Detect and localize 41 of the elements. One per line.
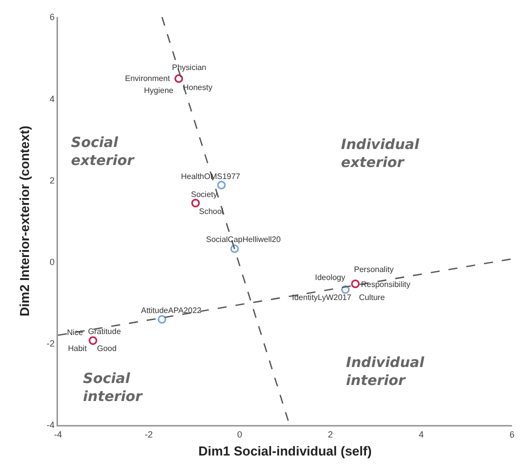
y-axis-title: Dim2 Interior-exterior (context) — [16, 126, 32, 316]
point — [217, 180, 226, 190]
annotation: School — [199, 207, 224, 216]
point — [174, 74, 184, 83]
annotation: Personality — [354, 265, 394, 274]
annotation: Physician — [172, 63, 206, 72]
point — [341, 285, 350, 294]
x-tick-label: 0 — [237, 429, 242, 440]
x-tick-label: 2 — [328, 429, 333, 440]
y-tick-label: 2 — [50, 175, 55, 186]
annotation: Culture — [359, 293, 386, 302]
annotation: Environment — [125, 74, 171, 83]
y-tick-label: 6 — [50, 12, 55, 22]
annotation: SocialCapHelliwell20 — [206, 235, 282, 244]
annotation: Hygiene — [144, 86, 174, 95]
annotation: Individual interior — [346, 355, 424, 390]
annotation: Social exterior — [71, 135, 136, 170]
y-tick-label: -2 — [46, 338, 55, 349]
y-tick-label: -4 — [46, 420, 55, 430]
x-axis-title: Dim1 Social-individual (self) — [198, 444, 372, 459]
point — [88, 336, 98, 345]
point — [351, 280, 360, 288]
x-tick-label: 6 — [509, 429, 515, 440]
point — [230, 244, 239, 254]
annotation: Society — [191, 190, 218, 199]
annotation: AttitudeAPA2022 — [141, 306, 202, 315]
annotation: Individual exterior — [341, 137, 420, 172]
x-tick-label: -2 — [144, 429, 153, 440]
annotation: Good — [97, 344, 117, 353]
x-tick-label: 4 — [418, 429, 424, 440]
annotation: Habit — [68, 344, 88, 353]
annotation: Gratitude — [88, 327, 122, 336]
y-tick-label: 0 — [50, 256, 55, 267]
point — [158, 315, 166, 324]
annotation: Social interior — [83, 371, 144, 406]
annotation: IdentityLyW2017 — [292, 293, 352, 302]
annotation: Nice — [67, 328, 84, 337]
point — [191, 198, 200, 208]
annotation: Ideology — [315, 273, 346, 282]
y-tick-label: 4 — [50, 94, 55, 104]
annotation: Responsibility — [361, 280, 410, 289]
